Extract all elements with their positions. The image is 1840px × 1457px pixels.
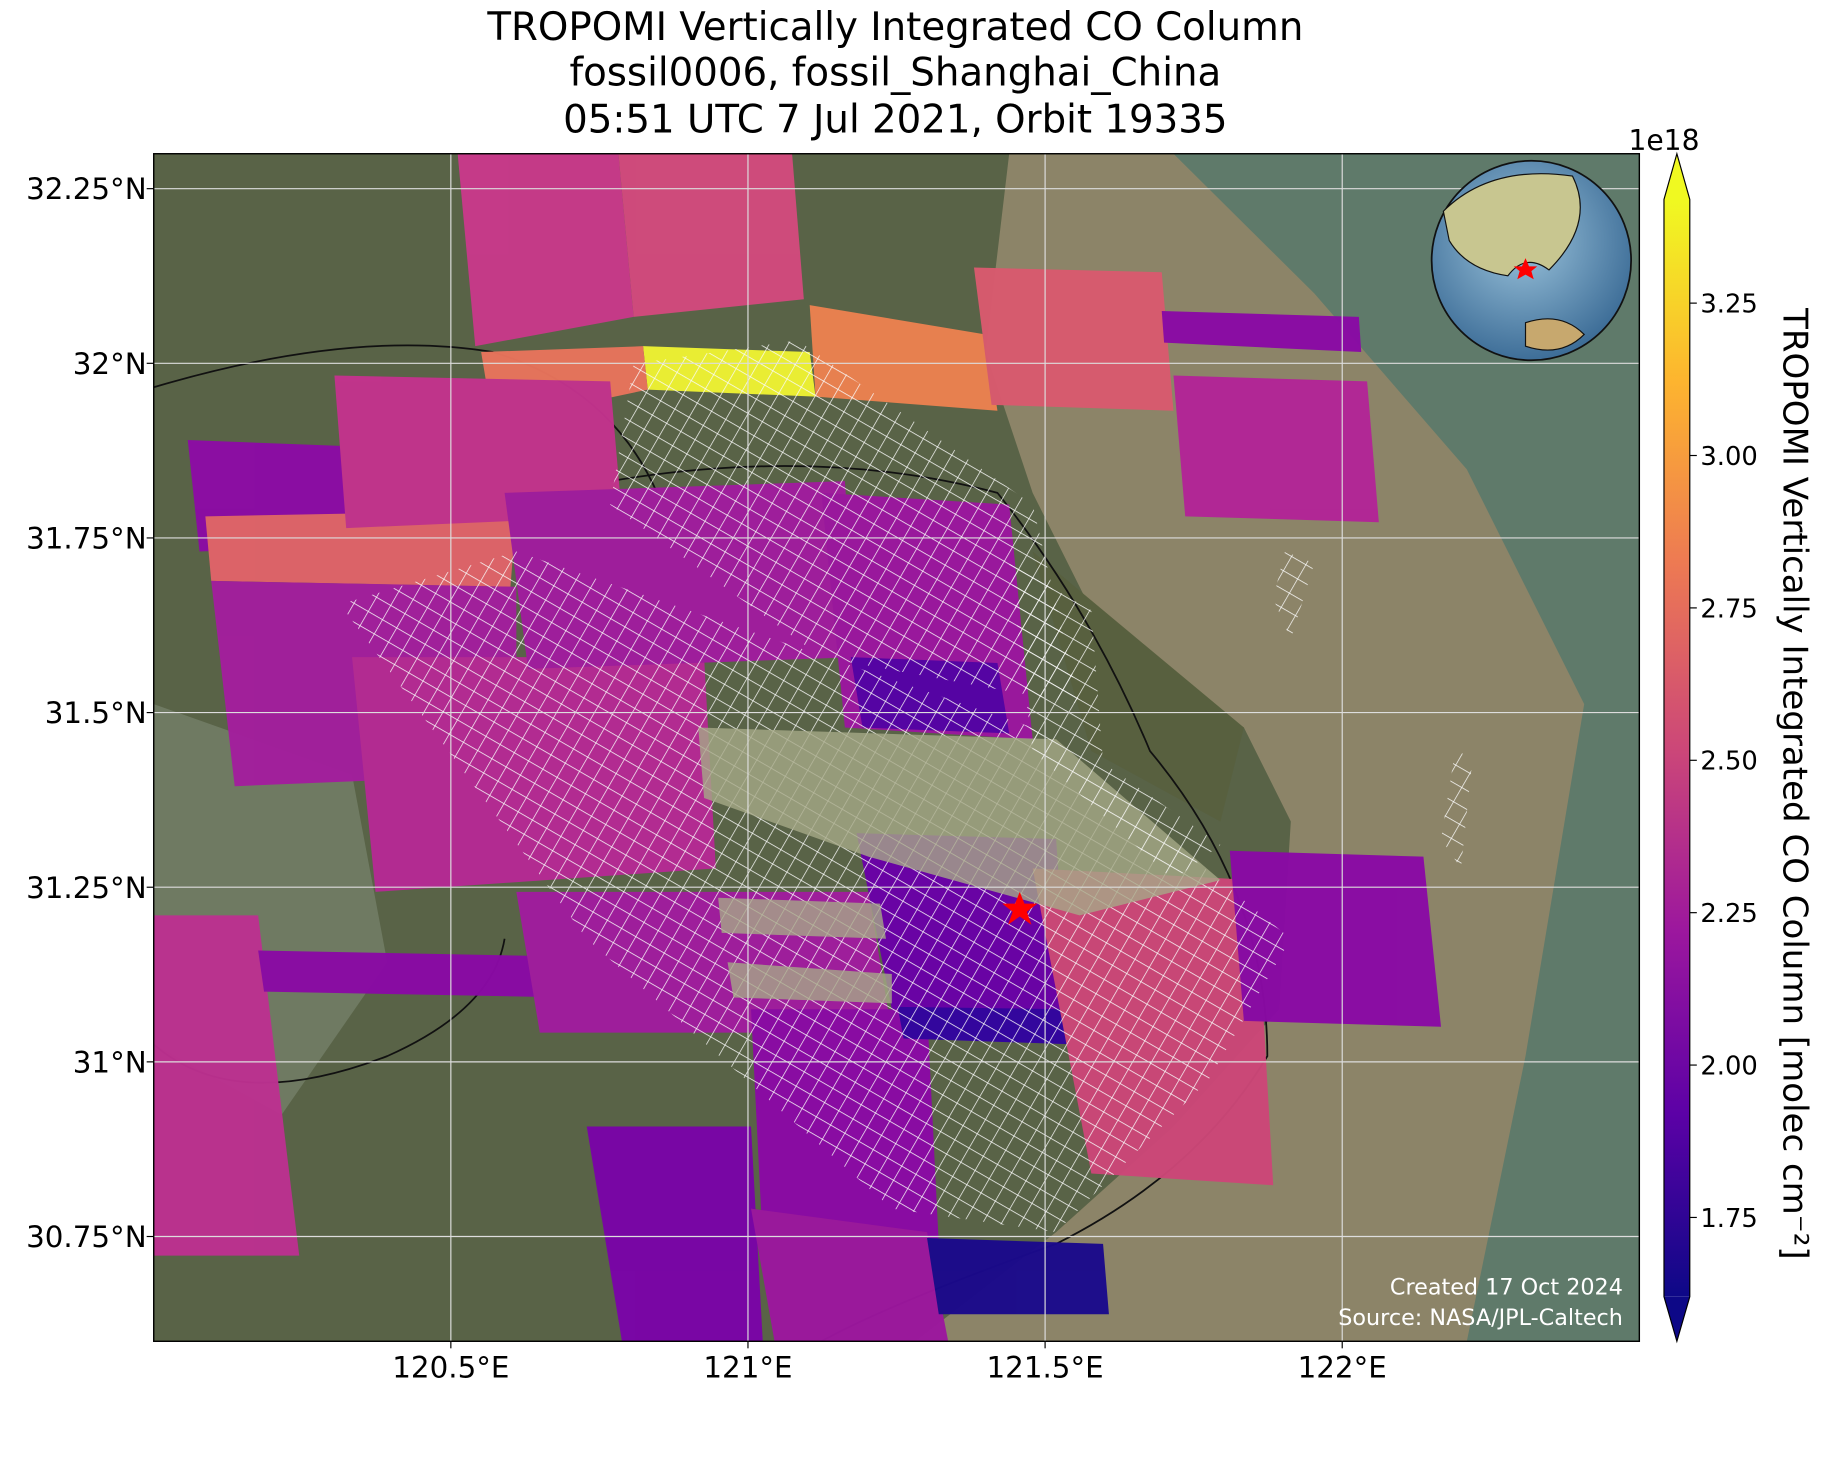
colorbar-offset: 1e18 bbox=[1628, 124, 1699, 157]
x-tick-label: 121°E bbox=[703, 1351, 792, 1385]
map-frame bbox=[153, 153, 1641, 1342]
y-tick-label: 31.5°N bbox=[45, 696, 147, 730]
colorbar-outline bbox=[1663, 151, 1691, 1344]
y-tick-label: 32.25°N bbox=[26, 172, 147, 206]
y-tick-label: 31.75°N bbox=[26, 522, 147, 556]
colorbar-label: TROPOMI Vertically Integrated CO Column … bbox=[1775, 307, 1815, 1260]
colorbar-tick-label: 2.50 bbox=[1700, 747, 1757, 777]
title-line: 05:51 UTC 7 Jul 2021, Orbit 19335 bbox=[563, 98, 1227, 143]
grid bbox=[153, 153, 1640, 1342]
colorbar-tick-label: 3.25 bbox=[1700, 290, 1757, 320]
colorbar-tick-label: 3.00 bbox=[1700, 442, 1757, 472]
footer-source: Source: NASA/JPL-Caltech bbox=[1338, 1305, 1623, 1331]
colorbar-tick-label: 1.75 bbox=[1700, 1204, 1757, 1234]
colorbar-extend-min bbox=[1663, 1296, 1690, 1342]
site-marker bbox=[1002, 891, 1038, 925]
x-tick-label: 122°E bbox=[1298, 1351, 1387, 1385]
y-tick-label: 30.75°N bbox=[26, 1220, 147, 1254]
colorbar-extend-max bbox=[1663, 153, 1690, 200]
x-tick-label: 120.5°E bbox=[392, 1351, 509, 1385]
y-tick-label: 32°N bbox=[73, 347, 147, 381]
title-line: fossil0006, fossil_Shanghai_China bbox=[569, 51, 1221, 96]
globe-inset bbox=[1430, 159, 1633, 362]
y-tick-label: 31.25°N bbox=[26, 871, 147, 905]
colorbar-body bbox=[1663, 199, 1690, 1297]
colorbar-tick-label: 2.00 bbox=[1700, 1051, 1757, 1081]
colorbar-tick-label: 2.25 bbox=[1700, 899, 1757, 929]
colorbar: 1.75 2.00 2.25 2.50 2.75 3.00 3.25 bbox=[1663, 151, 1758, 1344]
title-line: TROPOMI Vertically Integrated CO Column bbox=[486, 5, 1303, 50]
x-tick-label: 121.5°E bbox=[987, 1351, 1104, 1385]
y-tick-label: 31°N bbox=[73, 1045, 147, 1079]
footer-created: Created 17 Oct 2024 bbox=[1390, 1274, 1623, 1300]
colorbar-tick-label: 2.75 bbox=[1700, 594, 1757, 624]
